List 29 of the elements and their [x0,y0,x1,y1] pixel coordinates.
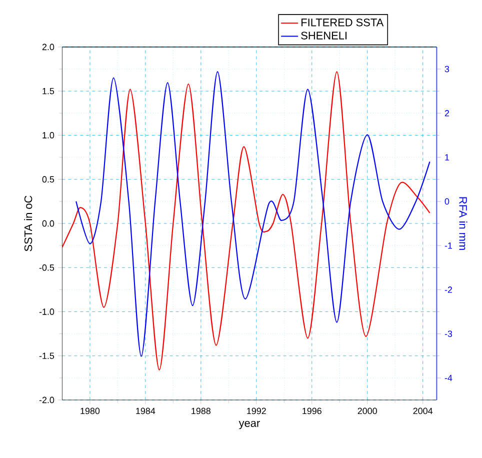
y2-tick-label: -2 [444,286,452,293]
y-tick-label: -1.0 [39,308,54,315]
y2-tick-label: -3 [444,330,452,337]
y2-tick-label: -1 [444,242,452,249]
x-tick-label: 2004 [413,408,433,414]
legend-label: FILTERED SSTA [302,18,384,26]
y-tick-label: 2.0 [42,44,54,50]
y-tick-label: -2.0 [39,396,54,404]
x-tick-label: 1984 [136,408,156,414]
y2-tick-label: 0 [444,198,450,205]
y2-tick-label: 3 [444,66,450,72]
y-tick-label: 1.5 [42,88,54,94]
y2-axis-title: RFA in mm [459,197,468,250]
y-tick-label: -0.5 [39,264,54,271]
legend-label: SHENELI [301,32,346,40]
y2-tick-label: -4 [444,374,452,382]
x-tick-label: 2000 [358,408,377,414]
y2-tick-label: 1 [445,154,450,160]
y-tick-label: -1.5 [39,352,54,359]
x-tick-label: 1988 [192,408,210,414]
x-axis-title: year [238,420,260,430]
x-tick-label: 1992 [247,408,266,414]
y-tick-label: 0.5 [42,176,54,183]
x-tick-label: 1996 [302,408,322,414]
x-tick-label: 1980 [80,408,100,414]
y-tick-label: 0.0 [42,220,54,227]
y-axis-title: SSTA in oC [24,196,32,252]
y2-tick-label: 2 [444,110,450,116]
y-tick-label: 1.0 [42,132,54,138]
